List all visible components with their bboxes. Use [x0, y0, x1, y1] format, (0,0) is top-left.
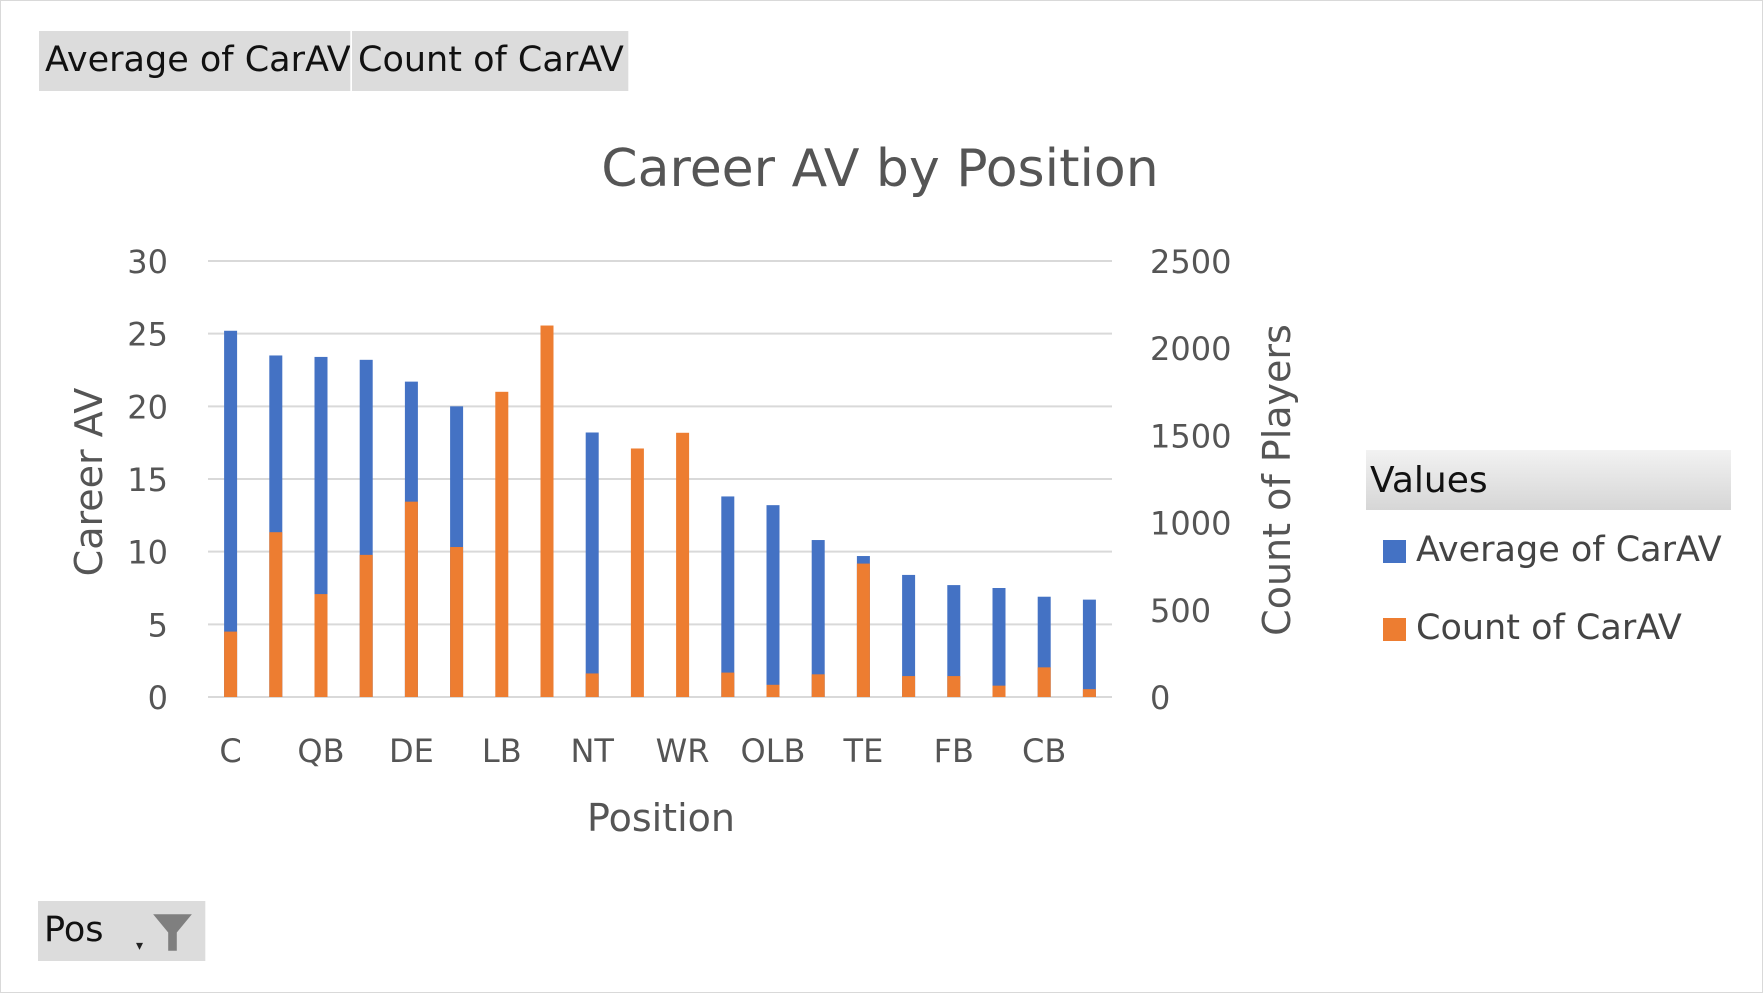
y-tick-label: 15	[127, 461, 168, 499]
x-tick-label: LB	[482, 732, 522, 770]
y2-tick-label: 2500	[1150, 243, 1231, 281]
average-carav-field-button[interactable]: Average of CarAV	[39, 31, 351, 91]
legend-label-average: Average of CarAV	[1416, 530, 1722, 570]
y2-tick-label: 1000	[1150, 505, 1231, 543]
bar-average-carav	[585, 432, 599, 697]
bar-count-carav	[224, 631, 238, 697]
y-tick-label: 0	[148, 679, 168, 717]
legend-label-count: Count of CarAV	[1416, 608, 1682, 648]
x-tick-label: WR	[656, 732, 710, 770]
bar-average-carav	[766, 505, 780, 697]
bar-count-carav	[811, 674, 825, 697]
y-tick-label: 25	[127, 316, 168, 354]
bar-count-carav	[902, 676, 916, 697]
x-tick-label: QB	[297, 732, 344, 770]
bar-count-carav	[314, 594, 328, 697]
y2-axis-title: Count of Players	[1255, 324, 1299, 636]
dropdown-arrow-icon[interactable]: ▾	[136, 938, 144, 954]
bar-average-carav	[224, 330, 238, 697]
bars	[224, 325, 1096, 697]
chart-title: Career AV by Position	[601, 139, 1158, 199]
y-tick-label: 20	[127, 388, 168, 426]
bar-count-carav	[856, 563, 870, 697]
bar-average-carav	[992, 588, 1006, 697]
y2-tick-label: 1500	[1150, 417, 1231, 455]
legend-swatch-average	[1383, 540, 1406, 563]
bar-count-carav	[450, 547, 464, 697]
bar-count-carav	[676, 432, 690, 697]
y-axis-title: Career AV	[67, 388, 111, 577]
y2-axis-ticks: 0 500 1000 1500 2000 2500	[1150, 243, 1231, 717]
y2-tick-label: 0	[1150, 679, 1170, 717]
gridlines	[208, 260, 1112, 698]
bar-average-carav	[947, 585, 961, 697]
bar-count-carav	[404, 501, 418, 697]
bar-count-carav	[269, 532, 283, 697]
bar-count-carav	[630, 448, 644, 697]
bar-count-carav	[947, 676, 961, 697]
bar-average-carav	[902, 574, 916, 697]
bar-count-carav	[359, 554, 373, 697]
x-tick-label: CB	[1022, 732, 1066, 770]
bar-average-carav	[1082, 599, 1096, 697]
bar-count-carav	[766, 684, 780, 697]
legend-header[interactable]: Values	[1366, 450, 1731, 510]
y2-tick-label: 2000	[1150, 330, 1231, 368]
y-tick-label: 10	[127, 534, 168, 572]
y2-tick-label: 500	[1150, 592, 1211, 630]
bar-count-carav	[992, 685, 1006, 697]
y-axis-ticks: 0 5 10 15 20 25 30	[127, 243, 168, 717]
bar-count-carav	[1037, 667, 1051, 697]
bar-count-carav	[540, 325, 554, 697]
bar-count-carav	[1082, 689, 1096, 697]
x-tick-label: C	[219, 732, 241, 770]
bar-count-carav	[585, 673, 599, 697]
filter-funnel-icon[interactable]	[151, 911, 194, 954]
y-tick-label: 30	[127, 243, 168, 281]
x-tick-label: TE	[843, 732, 884, 770]
x-tick-label: FB	[934, 732, 974, 770]
x-tick-label: DE	[389, 732, 434, 770]
count-carav-field-button[interactable]: Count of CarAV	[352, 31, 629, 91]
bar-count-carav	[721, 672, 735, 697]
bar-average-carav	[721, 496, 735, 697]
x-axis-ticks: C QB DE LB NT WR OLB TE FB CB	[219, 732, 1066, 770]
x-tick-label: NT	[570, 732, 614, 770]
bar-average-carav	[811, 540, 825, 697]
y-tick-label: 5	[148, 606, 168, 644]
legend-swatch-count	[1383, 618, 1406, 641]
x-tick-label: OLB	[741, 732, 806, 770]
bar-count-carav	[495, 391, 509, 697]
x-axis-title: Position	[587, 796, 735, 840]
